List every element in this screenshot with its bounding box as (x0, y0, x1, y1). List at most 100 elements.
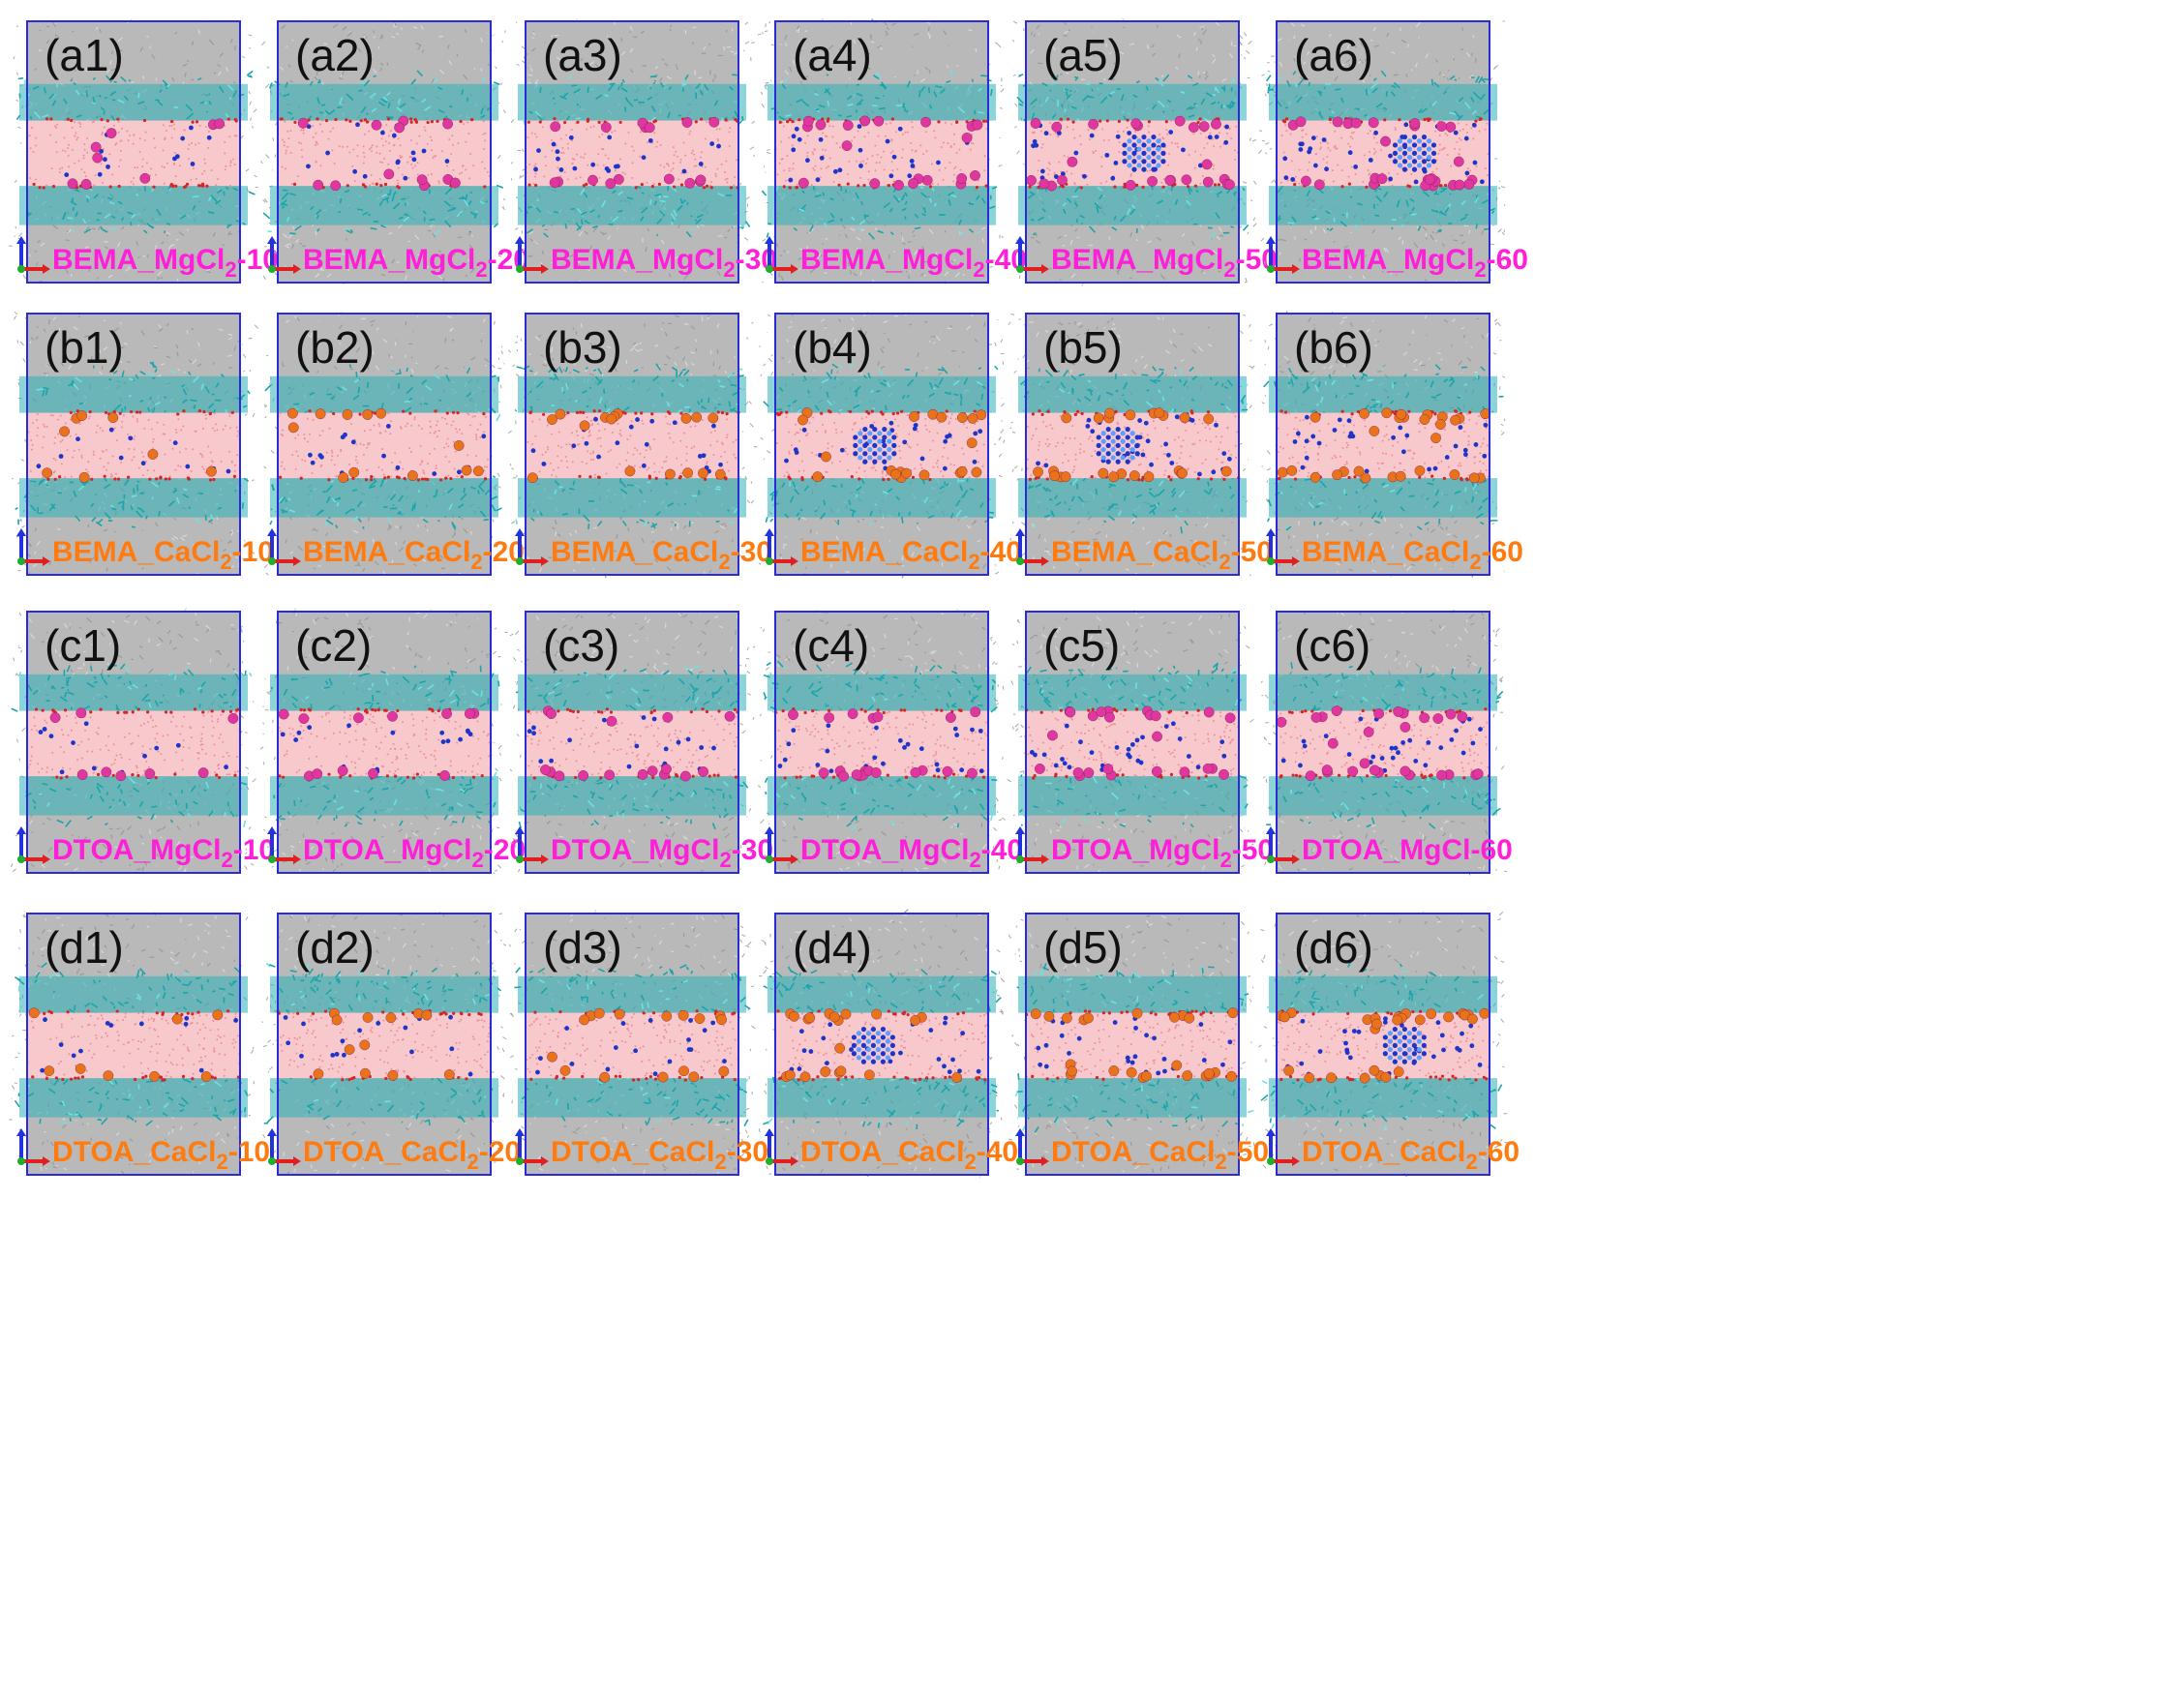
xyz-orientation-axes-icon (515, 826, 549, 864)
snapshot-panel-a1: (a1) BEMA_MgCl2-10 (8, 14, 279, 294)
snapshot-panel-d5: (d5) DTOA_CaCl2-50 (1007, 906, 1269, 1186)
panel-letter: (d5) (1043, 922, 1123, 973)
caption-subscript: 2 (1219, 550, 1231, 574)
caption-subscript: 2 (719, 848, 732, 872)
panel-letter: (a3) (543, 30, 622, 80)
xyz-orientation-axes-icon (765, 826, 798, 864)
caption-subscript: 2 (471, 848, 484, 872)
snapshot-panel-c1: (c1) DTOA_MgCl2-10 (8, 604, 275, 884)
md-snapshot-image (507, 313, 758, 579)
panel-letter: (d3) (543, 922, 622, 973)
md-snapshot-image (9, 18, 258, 285)
caption-suffix: -50 (1231, 834, 1275, 866)
caption-subscript: 2 (216, 1150, 228, 1174)
snapshot-panel-d3: (d3) DTOA_CaCl2-30 (506, 906, 768, 1186)
snapshot-panel-c2: (c2) DTOA_MgCl2-20 (258, 604, 526, 884)
panel-caption: BEMA_CaCl2-20 (303, 536, 525, 573)
panel-caption: DTOA_CaCl2-50 (1051, 1136, 1270, 1173)
panel-letter: (a1) (45, 30, 124, 80)
md-snapshot-image (1008, 313, 1255, 577)
md-snapshot-image (1258, 911, 1509, 1178)
snapshot-panel-d1: (d1) DTOA_CaCl2-10 (8, 906, 270, 1186)
caption-prefix: BEMA_CaCl (1051, 536, 1219, 568)
snapshot-panel-a5: (a5) BEMA_MgCl2-50 (1007, 14, 1278, 294)
snapshot-panel-c3: (c3) DTOA_MgCl2-30 (506, 604, 773, 884)
caption-prefix: BEMA_MgCl (303, 244, 476, 276)
caption-subscript: 2 (1465, 1150, 1478, 1174)
panel-letter: (d2) (295, 922, 375, 973)
caption-prefix: BEMA_CaCl (800, 536, 969, 568)
md-snapshot-image (759, 311, 1006, 579)
caption-suffix: -30 (730, 536, 772, 568)
panel-letter: (b4) (793, 322, 872, 373)
panel-letter: (d4) (793, 922, 872, 973)
caption-subscript: 2 (220, 550, 232, 574)
panel-caption: DTOA_CaCl2-20 (303, 1136, 522, 1173)
panel-caption: DTOA_MgCl2-20 (303, 836, 526, 871)
md-snapshot-image (259, 608, 508, 875)
panel-letter: (b2) (295, 322, 375, 373)
panel-letter: (c2) (295, 620, 373, 671)
caption-subscript: 2 (968, 550, 980, 574)
caption-prefix: DTOA_MgCl (551, 834, 720, 866)
snapshot-panel-b1: (b1) BEMA_CaCl2-10 (8, 306, 274, 586)
caption-prefix: DTOA_MgCl (800, 834, 970, 866)
xyz-orientation-axes-icon (515, 528, 549, 566)
caption-prefix: DTOA_CaCl (52, 1136, 217, 1168)
caption-suffix: -60 (1486, 244, 1528, 276)
md-snapshot-image (10, 607, 256, 874)
caption-subscript: 2 (973, 257, 985, 282)
snapshot-panel-c5: (c5) DTOA_MgCl2-50 (1007, 604, 1274, 884)
caption-prefix: BEMA_CaCl (303, 536, 471, 568)
panel-letter: (c3) (543, 620, 620, 671)
snapshot-panel-b4: (b4) BEMA_CaCl2-40 (756, 306, 1022, 586)
caption-subscript: 2 (723, 257, 736, 282)
panel-caption: BEMA_CaCl2-30 (551, 536, 772, 573)
caption-suffix: -10 (231, 536, 274, 568)
xyz-orientation-axes-icon (1266, 236, 1300, 274)
snapshot-panel-d6: (d6) DTOA_CaCl2-60 (1257, 906, 1520, 1186)
caption-prefix: DTOA_MgCl (1051, 834, 1220, 866)
xyz-orientation-axes-icon (267, 1128, 301, 1166)
xyz-orientation-axes-icon (16, 528, 50, 566)
caption-subscript: 2 (718, 550, 731, 574)
caption-prefix: BEMA_CaCl (1302, 536, 1470, 568)
snapshot-panel-a4: (a4) BEMA_MgCl2-40 (756, 14, 1027, 294)
panel-caption: BEMA_MgCl2-10 (52, 244, 279, 281)
caption-prefix: BEMA_CaCl (551, 536, 719, 568)
md-snapshot-image (1260, 610, 1508, 876)
panel-letter: (b1) (45, 322, 124, 373)
caption-suffix: -60 (1477, 1136, 1520, 1168)
caption-subscript: 2 (1219, 848, 1232, 872)
panel-caption: BEMA_MgCl2-60 (1302, 244, 1528, 281)
xyz-orientation-axes-icon (1266, 528, 1300, 566)
caption-prefix: DTOA_CaCl (1051, 1136, 1216, 1168)
caption-subscript: 2 (1474, 257, 1487, 282)
panel-letter: (a2) (295, 30, 375, 80)
md-snapshot-image (262, 311, 507, 576)
md-snapshot-image (260, 20, 506, 285)
panel-letter: (a6) (1294, 30, 1373, 80)
caption-prefix: BEMA_MgCl (52, 244, 226, 276)
caption-suffix: -10 (227, 1136, 271, 1168)
caption-suffix: -50 (1226, 1136, 1270, 1168)
panel-letter: (a5) (1043, 30, 1123, 80)
panel-caption: BEMA_CaCl2-40 (800, 536, 1022, 573)
caption-subscript: 2 (221, 848, 233, 872)
xyz-orientation-axes-icon (515, 236, 549, 274)
caption-suffix: -20 (478, 1136, 522, 1168)
caption-suffix: -10 (232, 834, 276, 866)
md-snapshot-image (509, 610, 756, 874)
panel-caption: BEMA_MgCl2-20 (303, 244, 529, 281)
xyz-orientation-axes-icon (267, 236, 301, 274)
caption-prefix: BEMA_MgCl (1051, 244, 1224, 276)
snapshot-panel-a6: (a6) BEMA_MgCl2-60 (1257, 14, 1528, 294)
xyz-orientation-axes-icon (515, 1128, 549, 1166)
xyz-orientation-axes-icon (1015, 236, 1049, 274)
md-snapshot-image (1261, 311, 1506, 578)
snapshot-panel-a3: (a3) BEMA_MgCl2-30 (506, 14, 777, 294)
snapshot-panel-b2: (b2) BEMA_CaCl2-20 (258, 306, 525, 586)
md-snapshot-image (758, 909, 1006, 1179)
xyz-orientation-axes-icon (765, 528, 798, 566)
